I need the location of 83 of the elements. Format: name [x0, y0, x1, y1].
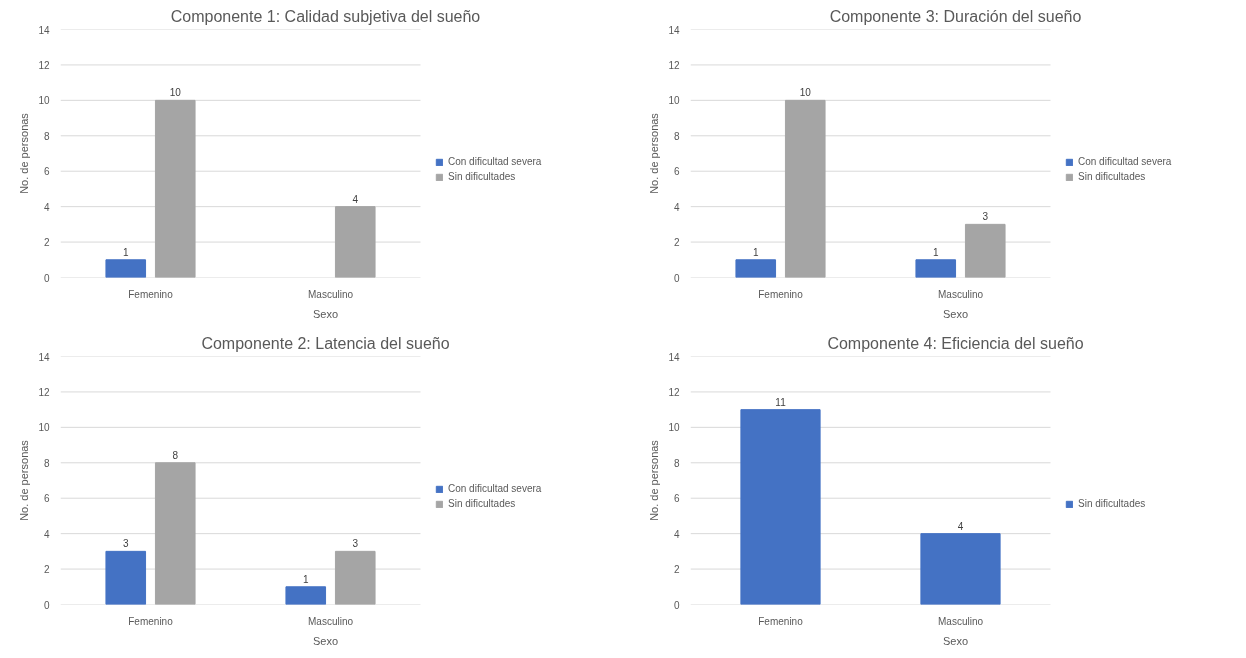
x-tick-label: Masculino: [937, 288, 984, 300]
y-tick-label: 10: [668, 95, 680, 107]
bar: [105, 550, 147, 605]
legend-label: Sin dificultades: [1078, 171, 1146, 182]
bar: [154, 99, 196, 278]
y-tick-label: 12: [38, 386, 50, 398]
chart-title: Componente 1: Calidad subjetiva del sueño: [170, 7, 481, 25]
data-label: 8: [172, 449, 179, 461]
legend-label: Con dificultad severa: [448, 156, 542, 167]
x-tick-label: Femenino: [128, 615, 174, 627]
legend-label: Sin dificultades: [448, 171, 516, 182]
y-tick-label: 2: [673, 237, 680, 249]
data-label: 3: [352, 538, 359, 550]
data-label: 1: [932, 246, 939, 258]
y-tick-label: 12: [668, 59, 680, 71]
y-tick-label: 2: [673, 564, 680, 576]
chart-title: Componente 4: Eficiencia del sueño: [827, 334, 1084, 352]
y-axis-title: No. de personas: [18, 439, 31, 521]
y-tick-label: 12: [668, 386, 680, 398]
x-axis-title: Sexo: [312, 634, 339, 647]
y-tick-label: 14: [668, 24, 680, 36]
y-tick-label: 14: [38, 24, 50, 36]
data-label: 1: [302, 573, 309, 585]
y-tick-label: 0: [43, 599, 50, 611]
y-tick-label: 2: [43, 237, 50, 249]
y-tick-label: 14: [668, 351, 680, 363]
y-axis-title: No. de personas: [648, 439, 661, 521]
y-tick-label: 6: [673, 493, 680, 505]
y-tick-label: 6: [43, 166, 50, 178]
x-axis-title: Sexo: [942, 634, 969, 647]
y-tick-label: 0: [673, 272, 680, 284]
y-tick-label: 10: [38, 95, 50, 107]
data-label: 10: [169, 87, 182, 99]
legend-label: Con dificultad severa: [1078, 156, 1172, 167]
y-tick-label: 10: [668, 422, 680, 434]
y-tick-label: 8: [43, 457, 50, 469]
bar: [154, 462, 196, 605]
y-axis-title: No. de personas: [648, 112, 661, 194]
legend-label: Sin dificultades: [1078, 498, 1146, 509]
y-tick-label: 10: [38, 422, 50, 434]
data-label: 1: [122, 246, 129, 258]
y-tick-label: 8: [673, 457, 680, 469]
y-tick-label: 2: [43, 564, 50, 576]
y-axis-title: No. de personas: [18, 112, 31, 194]
bar: [334, 550, 376, 605]
y-tick-label: 4: [673, 528, 680, 540]
y-tick-label: 0: [673, 599, 680, 611]
x-tick-label: Masculino: [937, 615, 984, 627]
x-tick-label: Femenino: [128, 288, 174, 300]
x-axis-title: Sexo: [942, 307, 969, 320]
data-label: 1: [752, 246, 759, 258]
bar: [784, 99, 826, 278]
bar: [285, 586, 327, 605]
legend-label: Sin dificultades: [448, 498, 516, 509]
x-axis-title: Sexo: [312, 307, 339, 320]
y-tick-label: 12: [38, 59, 50, 71]
x-tick-label: Femenino: [758, 615, 804, 627]
y-tick-label: 8: [43, 130, 50, 142]
y-tick-label: 6: [673, 166, 680, 178]
legend-label: Con dificultad severa: [448, 483, 542, 494]
y-tick-label: 4: [43, 528, 50, 540]
data-label: 10: [799, 87, 812, 99]
x-tick-label: Masculino: [307, 288, 354, 300]
y-tick-label: 0: [43, 272, 50, 284]
y-tick-label: 8: [673, 130, 680, 142]
data-label: 11: [775, 396, 787, 408]
data-label: 3: [982, 211, 989, 223]
y-tick-label: 4: [673, 201, 680, 213]
bar: [105, 259, 147, 278]
bar: [915, 259, 957, 278]
chart-title: Componente 2: Latencia del sueño: [201, 334, 450, 352]
x-tick-label: Masculino: [307, 615, 354, 627]
data-label: 4: [352, 193, 359, 205]
bar: [735, 259, 777, 278]
data-label: 4: [957, 520, 964, 532]
y-tick-label: 6: [43, 493, 50, 505]
x-tick-label: Femenino: [758, 288, 804, 300]
bar: [964, 223, 1006, 278]
chart-title: Componente 3: Duración del sueño: [829, 7, 1082, 25]
data-label: 3: [122, 538, 129, 550]
bar: [334, 206, 376, 278]
y-tick-label: 4: [43, 201, 50, 213]
y-tick-label: 14: [38, 351, 50, 363]
